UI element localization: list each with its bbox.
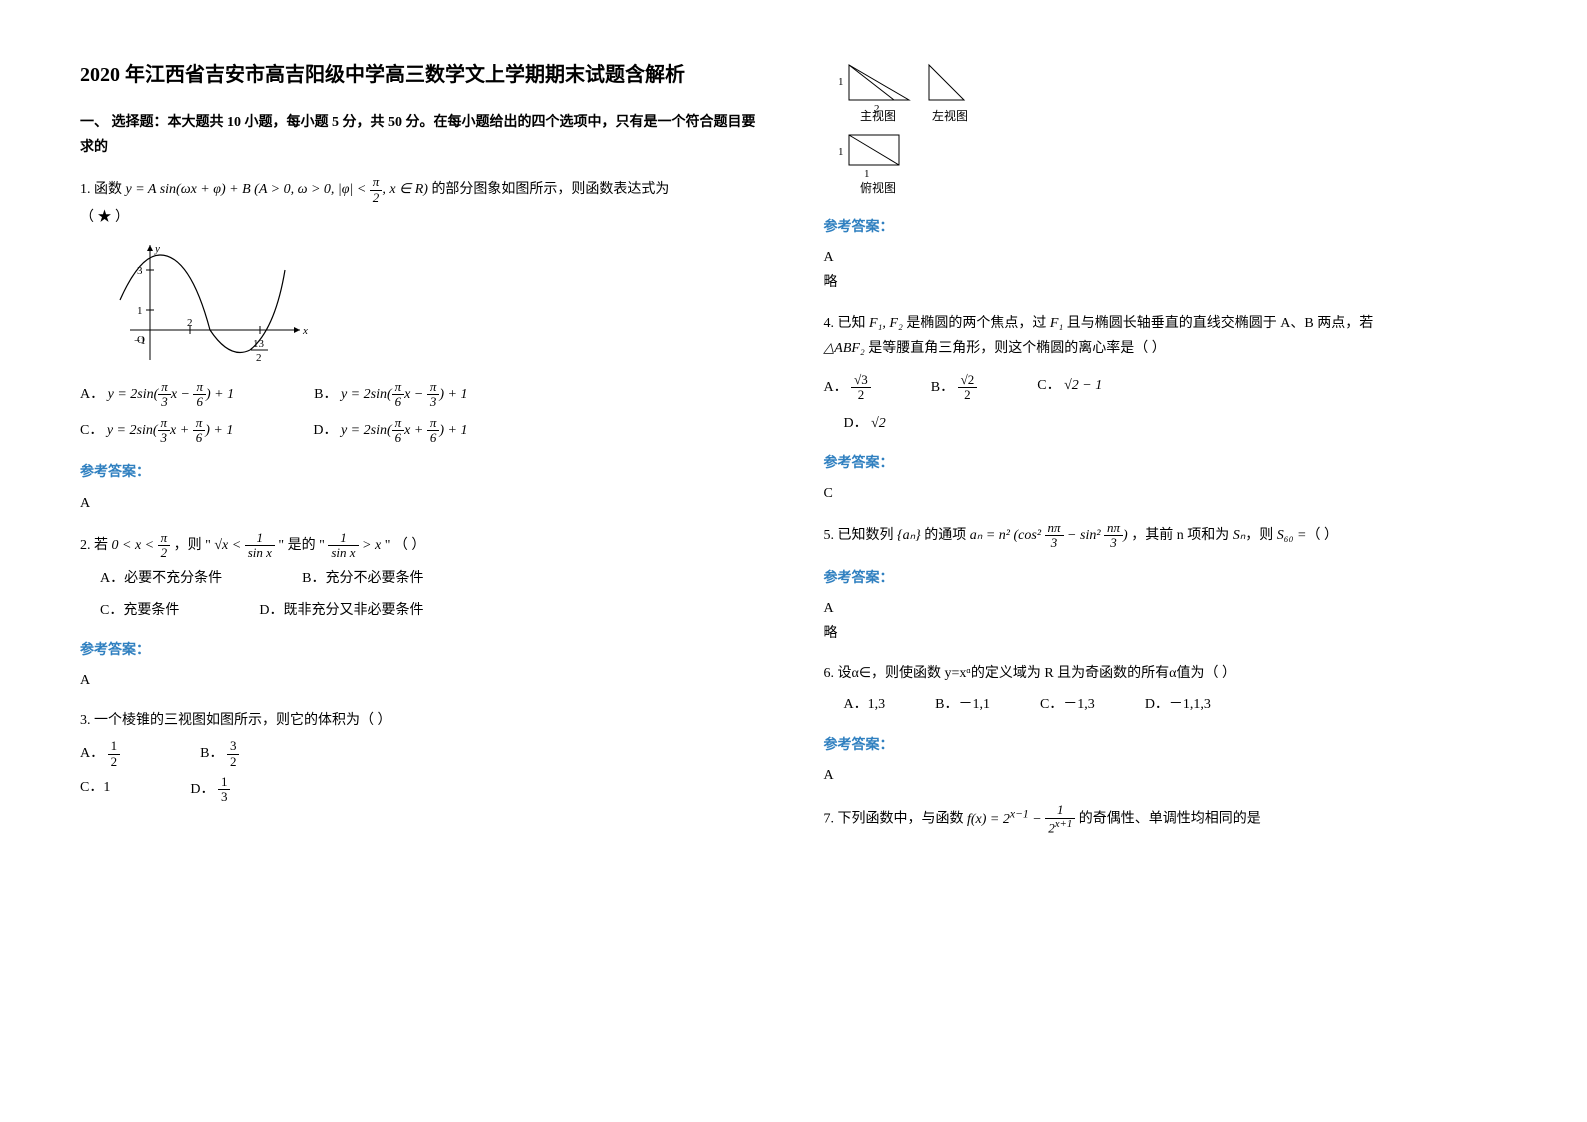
svg-text:2: 2: [256, 352, 262, 364]
q3-opt-a: A． 12: [80, 739, 120, 769]
answer-label: 参考答案：: [824, 215, 1508, 240]
q1-formula: y = A sin(ωx + φ) + B (A > 0, ω > 0, |φ|…: [126, 182, 432, 197]
q6-opt-d: D．－1,1,3: [1145, 692, 1211, 717]
q6-opt-a: A．1,3: [844, 692, 886, 717]
question-2: 2. 若 0 < x < π2 ，则 " √x < 1sin x " 是的 " …: [80, 531, 764, 623]
q3-opt-d: D． 13: [190, 775, 230, 805]
q4-answer: C: [824, 481, 1508, 506]
q3-answer: A: [824, 245, 1508, 270]
q5-omit: 略: [824, 621, 1508, 646]
q2-opt-b: B．充分不必要条件: [302, 566, 423, 591]
q6-opt-b: B．－1,1: [935, 692, 990, 717]
svg-text:左视图: 左视图: [932, 108, 968, 123]
answer-label: 参考答案：: [824, 451, 1508, 476]
q2-opt-a: A．必要不充分条件: [100, 566, 222, 591]
svg-text:3: 3: [137, 265, 143, 277]
q4-opt-c: C． √2 − 1: [1037, 373, 1102, 403]
q1-graph: x y O 3 1 −1 2 13 2: [110, 240, 764, 370]
svg-text:1: 1: [838, 146, 844, 158]
svg-text:1: 1: [864, 168, 870, 180]
exam-title: 2020 年江西省吉安市高吉阳级中学高三数学文上学期期末试题含解析: [80, 60, 764, 90]
svg-text:−1: −1: [134, 335, 146, 347]
svg-text:俯视图: 俯视图: [860, 180, 896, 195]
q6-text: 6. 设α∈，则使函数 y=xᵅ的定义域为 R 且为奇函数的所有α值为（ ）: [824, 661, 1508, 686]
q3-opt-c: C．1: [80, 775, 110, 805]
svg-text:2: 2: [187, 317, 193, 329]
q6-answer: A: [824, 763, 1508, 788]
q1-suffix: 的部分图象如图所示，则函数表达式为: [431, 182, 669, 197]
svg-text:y: y: [154, 243, 160, 255]
q2-opt-d: D．既非充分又非必要条件: [259, 598, 423, 623]
q3-opt-b: B． 32: [200, 739, 239, 769]
svg-text:1: 1: [137, 305, 143, 317]
question-7: 7. 下列函数中，与函数 f(x) = 2x−1 − 12x+1 的奇偶性、单调…: [824, 803, 1508, 835]
q3-omit: 略: [824, 270, 1508, 295]
left-column: 2020 年江西省吉安市高吉阳级中学高三数学文上学期期末试题含解析 一、 选择题…: [80, 60, 764, 1062]
section-header: 一、 选择题：本大题共 10 小题，每小题 5 分，共 50 分。在每小题给出的…: [80, 110, 764, 160]
q1-opt-d: D． y = 2sin(π6x + π6) + 1: [313, 416, 467, 446]
question-5: 5. 已知数列 {aₙ} 的通项 aₙ = n² (cos² nπ3 − sin…: [824, 521, 1508, 551]
q4-opt-a: A． √32: [824, 373, 871, 403]
right-column: 1 主视图 2 左视图 1 1 俯视图 参考答案： A 略 4. 已知 F₁, …: [824, 60, 1508, 1062]
svg-text:13: 13: [253, 338, 265, 350]
question-3: 3. 一个棱锥的三视图如图所示，则它的体积为（ ） A． 12 B． 32 C．…: [80, 708, 764, 804]
q1-star: （ ★ ）: [80, 205, 764, 230]
q2-answer: A: [80, 668, 764, 693]
svg-text:2: 2: [874, 103, 880, 115]
q1-opt-a: A． y = 2sin(π3x − π6) + 1: [80, 380, 234, 410]
q3-text: 3. 一个棱锥的三视图如图所示，则它的体积为（ ）: [80, 708, 764, 733]
answer-label: 参考答案：: [824, 733, 1508, 758]
svg-text:x: x: [302, 325, 308, 337]
q5-answer: A: [824, 596, 1508, 621]
svg-text:1: 1: [838, 76, 844, 88]
three-view-diagram: 1 主视图 2 左视图 1 1 俯视图: [834, 60, 1508, 200]
q6-opt-c: C．－1,3: [1040, 692, 1095, 717]
answer-label: 参考答案：: [80, 638, 764, 663]
q2-opt-c: C．充要条件: [100, 598, 179, 623]
q1-opt-b: B． y = 2sin(π6x − π3) + 1: [314, 380, 467, 410]
question-1: 1. 函数 y = A sin(ωx + φ) + B (A > 0, ω > …: [80, 175, 764, 445]
answer-label: 参考答案：: [80, 460, 764, 485]
question-4: 4. 已知 F₁, F₂ 是椭圆的两个焦点，过 F₁ 且与椭圆长轴垂直的直线交椭…: [824, 311, 1508, 436]
answer-label: 参考答案：: [824, 566, 1508, 591]
q1-prefix: 1. 函数: [80, 182, 122, 197]
q1-opt-c: C． y = 2sin(π3x + π6) + 1: [80, 416, 233, 446]
question-6: 6. 设α∈，则使函数 y=xᵅ的定义域为 R 且为奇函数的所有α值为（ ） A…: [824, 661, 1508, 717]
q1-answer: A: [80, 491, 764, 516]
q4-opt-b: B． √22: [931, 373, 977, 403]
q4-opt-d: D． √2: [844, 416, 886, 431]
